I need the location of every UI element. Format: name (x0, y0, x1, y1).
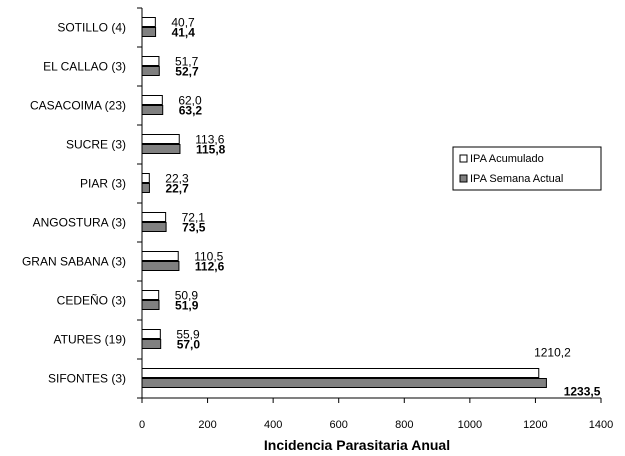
bar-semana-actual (141, 339, 162, 349)
bar-acumulado (141, 251, 179, 261)
data-label: 57,0 (177, 338, 201, 352)
data-label: 55,9 (176, 328, 200, 342)
legend-label: IPA Semana Actual (470, 173, 563, 185)
bar-semana-actual (141, 300, 160, 310)
x-tick-label: 400 (264, 419, 282, 431)
x-tick-label: 1000 (458, 419, 482, 431)
bar-acumulado (141, 173, 150, 183)
data-label: 50,9 (175, 289, 199, 303)
data-label: 51,7 (175, 55, 199, 69)
data-label: 40,7 (171, 16, 195, 30)
data-label: 41,4 (172, 26, 196, 40)
data-label: 22,3 (165, 172, 189, 186)
bar-semana-actual (141, 144, 181, 154)
data-label: 51,9 (175, 299, 199, 313)
bar-semana-actual (141, 222, 167, 232)
category-label: ATURES (19) (54, 333, 126, 347)
x-tick-label: 200 (198, 419, 216, 431)
category-label: CASACOIMA (23) (30, 99, 126, 113)
data-label: 110,5 (194, 250, 223, 264)
category-label: GRAN SABANA (3) (22, 255, 126, 269)
data-label: 52,7 (175, 65, 199, 79)
bar-acumulado (141, 212, 167, 222)
bar-acumulado (141, 368, 540, 378)
bar-semana-actual (141, 27, 157, 37)
bar-acumulado (141, 290, 160, 300)
legend-label: IPA Acumulado (470, 153, 544, 165)
data-label: 1210,2 (534, 346, 571, 360)
category-label: ANGOSTURA (3) (33, 216, 126, 230)
data-label: 115,8 (196, 143, 226, 157)
bar-semana-actual (141, 66, 160, 76)
data-label: 63,2 (179, 104, 203, 118)
data-label: 22,7 (165, 182, 189, 196)
bar-acumulado (141, 329, 161, 339)
category-labels: SOTILLO (4) EL CALLAO (3) CASACOIMA (23) SU… (22, 21, 126, 386)
data-label: 1233,5 (564, 385, 601, 399)
data-label: 73,5 (182, 221, 206, 235)
bar-acumulado (141, 56, 160, 66)
bar-acumulado (141, 134, 180, 144)
x-tick-label: 0 (139, 419, 145, 431)
x-tick-label: 800 (395, 419, 413, 431)
data-label: 113,6 (195, 133, 224, 147)
bar-semana-actual (141, 378, 547, 388)
x-tick-label: 600 (330, 419, 348, 431)
legend-swatch (459, 154, 468, 163)
data-label: 62,0 (178, 94, 202, 108)
bar-acumulado (141, 17, 156, 27)
x-tick-label: 1200 (523, 419, 547, 431)
bar-acumulado (141, 95, 163, 105)
data-label: 72,1 (182, 211, 206, 225)
category-label: SUCRE (3) (66, 138, 126, 152)
bars-layer (141, 17, 547, 388)
category-label: EL CALLAO (3) (43, 60, 126, 74)
legend: IPA Acumulado IPA Semana Actual (452, 146, 602, 191)
category-label: PIAR (3) (80, 177, 126, 191)
bar-semana-actual (141, 261, 180, 271)
axes: 0 200 400 600 800 1000 1200 1400 (137, 7, 613, 431)
x-axis-title: Incidencia Parasitaria Anual (264, 437, 450, 453)
legend-box (452, 146, 602, 191)
x-tick-label: 1400 (589, 419, 613, 431)
data-label: 112,6 (195, 260, 225, 274)
category-label: CEDEÑO (3) (57, 294, 126, 308)
bar-semana-actual (141, 105, 164, 115)
category-label: SOTILLO (4) (57, 21, 126, 35)
legend-swatch (459, 174, 468, 183)
category-label: SIFONTES (3) (48, 372, 126, 386)
bar-semana-actual (141, 183, 150, 193)
